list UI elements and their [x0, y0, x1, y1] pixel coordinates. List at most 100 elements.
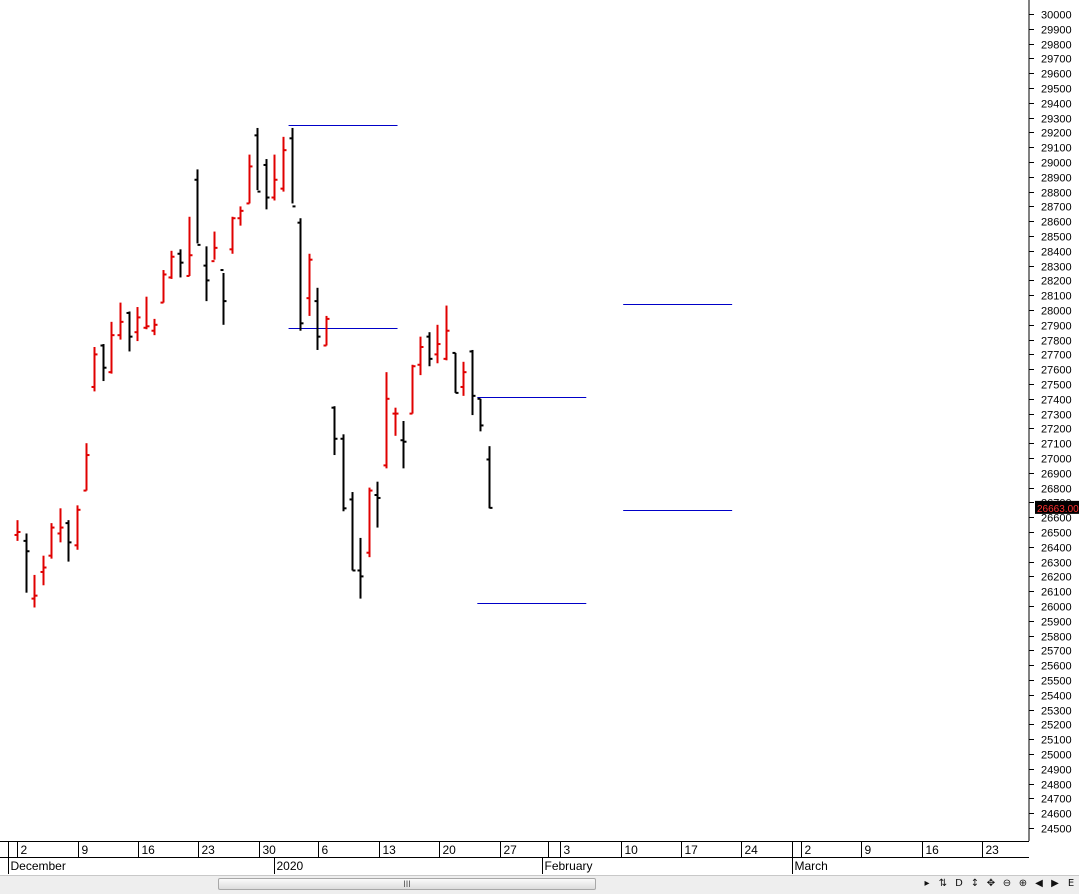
ohlc-bar — [108, 321, 115, 374]
zoom-out-icon[interactable]: ⊖ — [1002, 878, 1012, 889]
ohlc-bar — [143, 296, 150, 330]
price-tick-label: 27700 — [1041, 350, 1072, 362]
price-tick-label: 28000 — [1041, 306, 1072, 318]
ohlc-bar — [443, 305, 450, 361]
d-icon[interactable]: D — [955, 878, 963, 889]
month-label: February — [545, 859, 593, 873]
scrollbar-grip: III — [403, 879, 411, 889]
price-tick-label: 29600 — [1041, 69, 1072, 81]
ohlc-bar — [246, 154, 253, 205]
price-tick-label: 26400 — [1041, 543, 1072, 555]
price-tick-label: 29300 — [1041, 114, 1072, 126]
date-tick-label: 9 — [82, 843, 89, 857]
date-tick-label: 20 — [443, 843, 457, 857]
ohlc-chart[interactable]: 24500 24600 24700 24800 24900 25000 25100 25200… — [0, 0, 1079, 875]
e-icon[interactable]: E — [1067, 878, 1075, 889]
price-tick-label: 26500 — [1041, 528, 1072, 540]
ohlc-bar — [383, 372, 390, 469]
price-tick-label: 28300 — [1041, 262, 1072, 274]
scrollbar-thumb[interactable]: III — [218, 878, 596, 890]
price-tick-label: 27000 — [1041, 454, 1072, 466]
date-axis: 2 9 16 23 30 6 13 20 27 3 10 17 24 2 9 16 23 December 2020… — [0, 841, 1029, 874]
price-tick-label: 29100 — [1041, 143, 1072, 155]
price-tick-label: 24700 — [1041, 794, 1072, 806]
price-tick-label: 24900 — [1041, 765, 1072, 777]
ohlc-bar — [177, 249, 184, 278]
ohlc-bar — [160, 270, 167, 304]
price-tick-label: 26900 — [1041, 469, 1072, 481]
price-tick-label: 27800 — [1041, 336, 1072, 348]
date-tick-label: 10 — [625, 843, 639, 857]
horizontal-scrollbar[interactable]: III ▸ ⇅ D ↕ ✥ ⊖ ⊕ ◀ ▶ E — [0, 875, 1079, 894]
price-tick-label: 25100 — [1041, 735, 1072, 747]
price-tick-label: 28700 — [1041, 202, 1072, 214]
ohlc-bar — [220, 269, 227, 325]
current-price-tag: 26663.00 — [1035, 500, 1079, 515]
ohlc-bar — [126, 311, 133, 352]
price-tick-label: 26200 — [1041, 572, 1072, 584]
ohlc-bar — [31, 574, 38, 608]
ohlc-bar — [254, 127, 261, 193]
ohlc-bar — [409, 364, 416, 415]
price-tick-label: 27600 — [1041, 365, 1072, 377]
ohlc-bar — [65, 520, 72, 562]
price-tick-label: 25400 — [1041, 691, 1072, 703]
ohlc-bar — [134, 307, 141, 342]
date-tick-label: 16 — [142, 843, 156, 857]
play-small-icon[interactable]: ▸ — [924, 878, 930, 889]
move-icon[interactable]: ✥ — [986, 878, 996, 889]
ohlc-bar — [40, 555, 47, 586]
arrow-right-icon[interactable]: ▶ — [1051, 878, 1059, 889]
price-tick-label: 25200 — [1041, 720, 1072, 732]
chart-toolbar: ▸ ⇅ D ↕ ✥ ⊖ ⊕ ◀ ▶ E — [919, 876, 1079, 892]
ohlc-bar — [331, 406, 338, 456]
ohlc-bar — [417, 336, 424, 376]
price-tick-label: 29700 — [1041, 54, 1072, 66]
ohlc-bar — [83, 443, 90, 492]
date-tick-label: 2 — [21, 843, 28, 857]
sync-icon[interactable]: ⇅ — [938, 878, 948, 889]
ohlc-bar — [117, 302, 124, 340]
price-tick-label: 27300 — [1041, 410, 1072, 422]
price-tick-label: 26300 — [1041, 558, 1072, 570]
ohlc-bar — [100, 344, 107, 382]
price-tick-label: 29000 — [1041, 158, 1072, 170]
price-tick-label: 28400 — [1041, 247, 1072, 259]
ohlc-bar — [280, 136, 287, 192]
vertical-arrows-icon[interactable]: ↕ — [970, 878, 980, 889]
price-tick-label: 26800 — [1041, 484, 1072, 496]
ohlc-bar — [48, 523, 55, 559]
date-tick-label: 2 — [805, 843, 812, 857]
ohlc-bar — [91, 347, 98, 392]
price-tick-label: 27500 — [1041, 380, 1072, 392]
zoom-in-icon[interactable]: ⊕ — [1018, 878, 1028, 889]
ohlc-bar — [271, 154, 278, 201]
ohlc-bar — [74, 505, 81, 550]
ohlc-bar — [168, 250, 175, 279]
price-tick-label: 30000 — [1041, 10, 1072, 22]
price-tick-label: 25800 — [1041, 632, 1072, 644]
price-tick-label: 28200 — [1041, 276, 1072, 288]
ohlc-bar — [434, 324, 441, 364]
ohlc-bar — [392, 407, 399, 436]
date-tick-label: 3 — [564, 843, 571, 857]
date-tick-label: 30 — [263, 843, 277, 857]
price-tick-label: 24500 — [1041, 824, 1072, 836]
price-tick-label: 29400 — [1041, 99, 1072, 111]
price-tick-label: 25000 — [1041, 750, 1072, 762]
date-tick-label: 23 — [202, 843, 216, 857]
price-tick-label: 27200 — [1041, 424, 1072, 436]
price-tick-label: 27400 — [1041, 395, 1072, 407]
price-tick-label: 29800 — [1041, 40, 1072, 52]
ohlc-bar — [349, 492, 356, 572]
ohlc-bar — [469, 349, 476, 416]
price-tick-label: 25900 — [1041, 617, 1072, 629]
ohlc-bar — [323, 315, 330, 347]
ohlc-bar — [374, 481, 381, 528]
date-tick-label: 16 — [926, 843, 940, 857]
ohlc-bar — [237, 206, 244, 226]
price-axis: 24500 24600 24700 24800 24900 25000 25100 25200… — [1028, 0, 1072, 841]
ohlc-bar — [211, 231, 218, 263]
current-price-label: 26663.00 — [1037, 504, 1079, 515]
arrow-left-icon[interactable]: ◀ — [1035, 878, 1043, 889]
